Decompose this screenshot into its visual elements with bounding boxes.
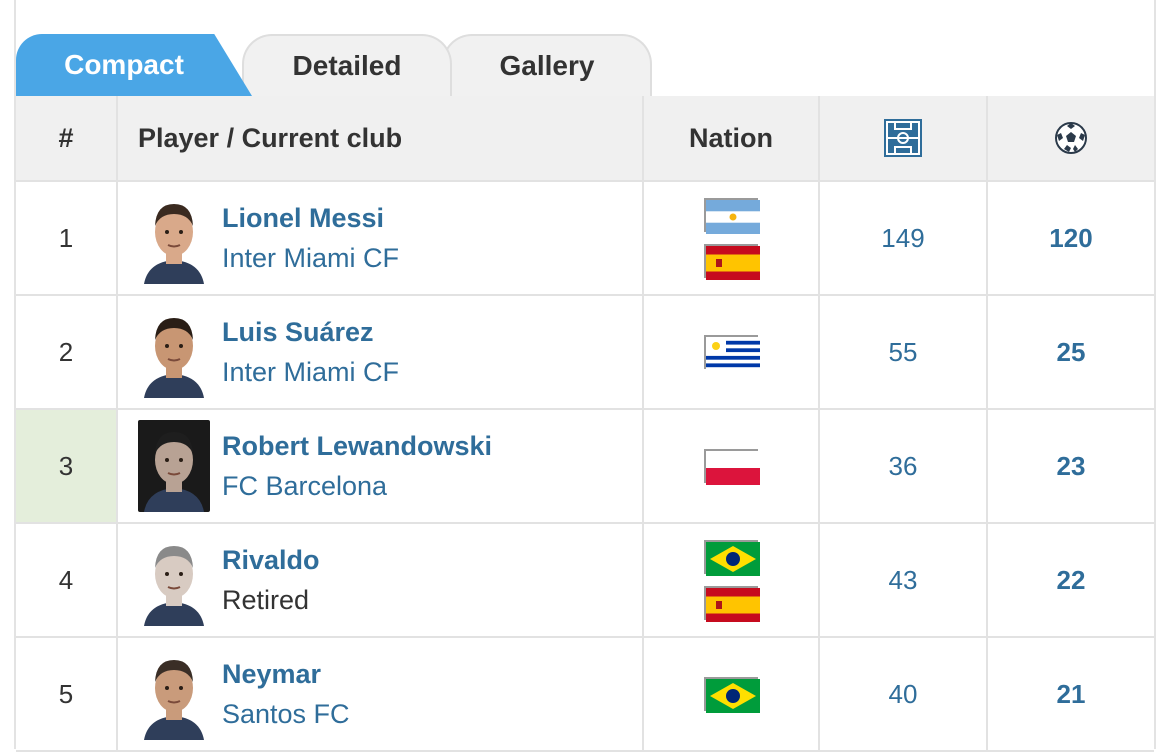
flag-brazil-icon [704,677,760,713]
appearances-cell[interactable]: 36 [820,410,988,522]
player-cell: Rivaldo Retired [118,524,644,636]
appearances-cell[interactable]: 43 [820,524,988,636]
goals-cell[interactable]: 23 [1056,450,1086,481]
header-nation: Nation [644,96,820,180]
player-club-link[interactable]: FC Barcelona [222,471,388,501]
player-name-link[interactable]: Robert Lewandowski [222,431,493,461]
flag-spain-icon [704,586,760,622]
rank-cell: 4 [16,524,118,636]
player-cell: Luis Suárez Inter Miami CF [118,296,644,408]
player-name-link[interactable]: Neymar [222,659,322,689]
player-club-link[interactable]: Inter Miami CF [222,243,400,273]
flag-uruguay-icon [704,335,760,371]
rank-cell: 1 [16,182,118,294]
top-scorers-table: # Player / Current club Nation [16,96,1154,752]
nation-cell [644,296,820,408]
nation-cell [644,182,820,294]
table-row: 5 Neymar Santos FC 40 21 [16,638,1154,752]
player-photo[interactable] [138,648,210,740]
appearances-cell[interactable]: 40 [820,638,988,750]
player-photo[interactable] [138,534,210,626]
content-frame [14,0,1156,749]
player-name-link[interactable]: Lionel Messi [222,203,385,233]
header-rank: # [16,96,118,180]
header-appearances [820,96,988,180]
flag-spain-icon [704,244,760,280]
table-header: # Player / Current club Nation [16,96,1154,182]
player-photo[interactable] [138,306,210,398]
player-cell: Neymar Santos FC [118,638,644,750]
rank-cell: 3 [16,410,118,522]
goals-cell[interactable]: 25 [1056,336,1086,367]
nation-cell [644,638,820,750]
player-cell: Lionel Messi Inter Miami CF [118,182,644,294]
header-goals [988,96,1154,180]
ball-icon [1055,122,1087,154]
flag-brazil-icon [704,540,760,576]
player-photo[interactable] [138,192,210,284]
tab-detailed[interactable]: Detailed [242,34,452,96]
view-tabs: Compact Detailed Gallery [16,34,656,96]
appearances-cell[interactable]: 149 [820,182,988,294]
goals-cell[interactable]: 21 [1056,678,1086,709]
player-name-link[interactable]: Rivaldo [222,545,320,575]
player-photo[interactable] [138,420,210,512]
rank-cell: 2 [16,296,118,408]
table-row: 4 Rivaldo Retired 43 22 [16,524,1154,638]
goals-cell[interactable]: 120 [1049,222,1093,253]
table-row: 1 Lionel Messi Inter Miami CF 149 120 [16,182,1154,296]
player-club-link[interactable]: Inter Miami CF [222,357,400,387]
flag-poland-icon [704,449,760,485]
appearances-cell[interactable]: 55 [820,296,988,408]
goals-cell[interactable]: 22 [1056,564,1086,595]
player-cell: Robert Lewandowski FC Barcelona [118,410,644,522]
nation-cell [644,410,820,522]
table-row: 3 Robert Lewandowski FC Barcelona 36 23 [16,410,1154,524]
tab-compact[interactable]: Compact [16,34,252,96]
player-name-link[interactable]: Luis Suárez [222,317,374,347]
rank-cell: 5 [16,638,118,750]
player-club-link[interactable]: Santos FC [222,699,350,729]
flag-argentina-icon [704,198,760,234]
table-row: 2 Luis Suárez Inter Miami CF 55 25 [16,296,1154,410]
pitch-icon [884,119,922,157]
player-club-link: Retired [222,585,310,615]
tab-gallery[interactable]: Gallery [442,34,652,96]
header-player: Player / Current club [118,96,644,180]
nation-cell [644,524,820,636]
